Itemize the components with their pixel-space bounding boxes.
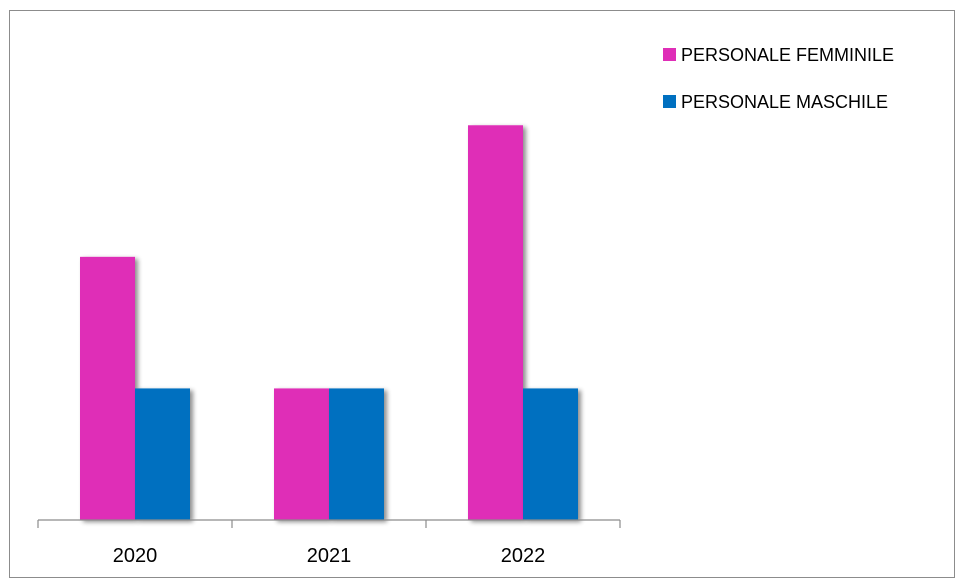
x-tick-label: 2021 [307, 545, 352, 567]
legend-swatch [663, 48, 676, 61]
bar-personale-maschile-2022 [523, 388, 578, 520]
legend-swatch [663, 95, 676, 108]
legend-label: PERSONALE MASCHILE [681, 92, 888, 112]
legend-label: PERSONALE FEMMINILE [681, 45, 894, 65]
x-axis [37, 519, 621, 528]
x-tick-labels: 2020 2021 2022 [113, 545, 546, 567]
bars-group [80, 125, 578, 521]
bar-personale-femminile-2021 [274, 388, 329, 520]
bar-personale-femminile-2022 [468, 125, 523, 521]
bar-personale-femminile-2020 [80, 256, 135, 520]
x-tick-label: 2020 [113, 545, 158, 567]
bar-personale-maschile-2020 [135, 388, 190, 520]
x-tick-label: 2022 [501, 545, 546, 567]
bar-personale-maschile-2021 [329, 388, 384, 520]
legend: PERSONALE FEMMINILE PERSONALE MASCHILE [663, 45, 894, 112]
